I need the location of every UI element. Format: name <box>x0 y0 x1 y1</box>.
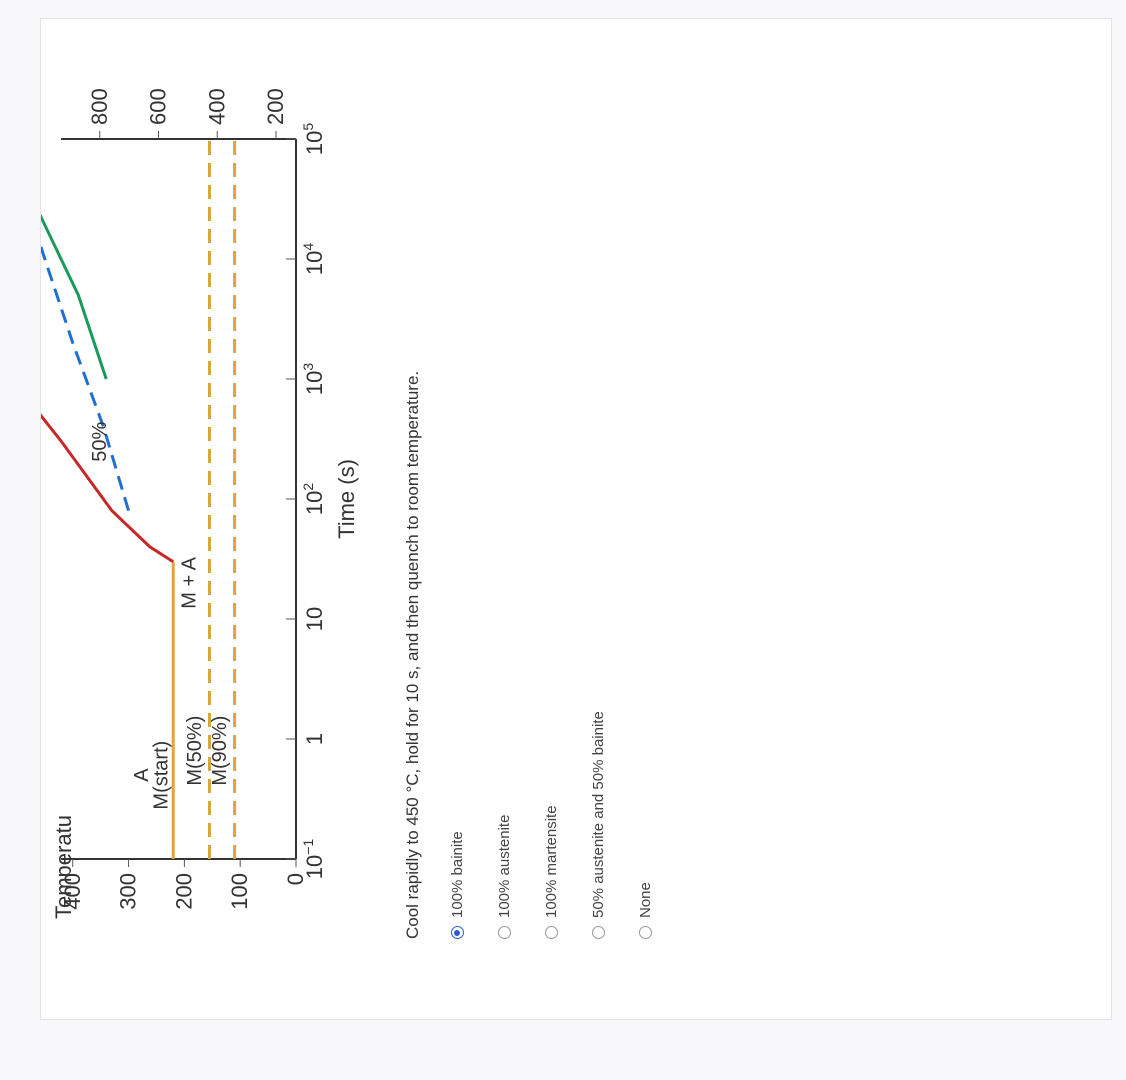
ttt-diagram: 10−1 1 10 102 103 104 105 Time (s) 0 100 200 300 400… <box>41 88 359 919</box>
region-label: A <box>131 768 153 782</box>
right-tick-label: 400 <box>204 88 229 125</box>
x-tick-label: 102 <box>300 483 327 515</box>
question-text: Cool rapidly to 450 °C, hold for 10 s, a… <box>403 370 422 939</box>
option-100-austenite[interactable]: 100% austenite <box>488 239 520 939</box>
series-line-4 <box>41 138 130 512</box>
left-tick-label: 100 <box>227 873 252 910</box>
option-100-bainite[interactable]: 100% bainite <box>441 239 473 939</box>
right-tick-label: 800 <box>87 88 112 125</box>
option-100-martensite[interactable]: 100% martensite <box>535 239 567 939</box>
option-label: 100% austenite <box>495 814 513 918</box>
left-tick-label: 0 <box>283 873 308 885</box>
right-tick-label: 600 <box>146 88 171 125</box>
region-label: M(90%) <box>209 716 231 786</box>
radio-icon[interactable] <box>497 926 511 939</box>
radio-icon[interactable] <box>544 926 558 939</box>
radio-selected-icon[interactable] <box>450 926 464 939</box>
series-line-3 <box>41 341 175 564</box>
option-50-austenite-50-bainite[interactable]: 50% austenite and 50% bainite <box>582 239 614 939</box>
left-tick-label: 400 <box>60 873 85 910</box>
left-axis-title: Temperatu <box>51 815 76 919</box>
region-label: M(start) <box>151 741 173 810</box>
region-label: M(50%) <box>184 716 206 786</box>
option-label: 100% bainite <box>448 831 466 918</box>
x-tick-label: 10−1 <box>300 839 327 880</box>
option-label: None <box>636 882 654 918</box>
region-label: M + A <box>179 556 201 608</box>
x-tick-label: 104 <box>300 243 327 275</box>
left-tick-label: 200 <box>171 873 196 910</box>
region-label: 50% <box>89 422 111 462</box>
option-label: 100% martensite <box>542 805 560 918</box>
radio-icon[interactable] <box>638 926 652 939</box>
question-card: 10−1 1 10 102 103 104 105 Time (s) 0 100 200 300 400… <box>40 18 1112 1020</box>
x-tick-label: 105 <box>300 123 327 155</box>
x-tick-label: 10 <box>302 607 327 631</box>
x-tick-label: 103 <box>300 363 327 395</box>
left-tick-label: 300 <box>116 873 141 910</box>
right-tick-label: 200 <box>263 88 288 125</box>
series-line-5 <box>41 138 108 380</box>
option-label: 50% austenite and 50% bainite <box>589 711 607 918</box>
x-tick-label: 1 <box>302 733 327 745</box>
x-axis-title: Time (s) <box>334 459 359 539</box>
answer-options: 100% bainite 100% austenite 100% martens… <box>441 239 676 939</box>
option-none[interactable]: None <box>629 239 661 939</box>
radio-icon[interactable] <box>591 926 605 939</box>
